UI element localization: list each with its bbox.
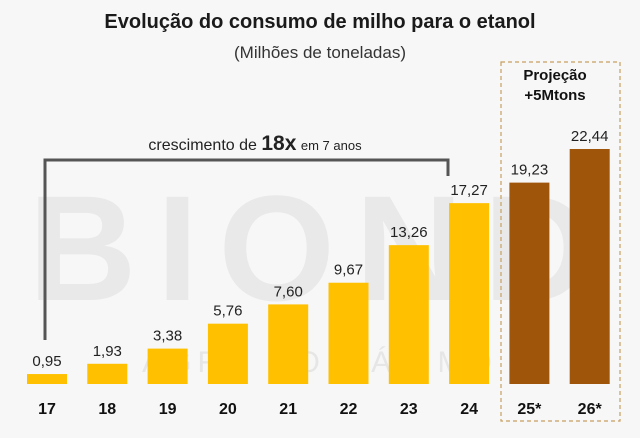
value-label: 22,44 [571,128,609,145]
watermark: BIOND AGRO NO MÁXIMO [28,164,611,379]
growth-annotation: crescimento de 18x em 7 anos [148,132,362,155]
bar-26-projected [569,149,610,384]
bar-17 [27,374,67,384]
x-tick-label: 24 [460,401,478,418]
projection-label: Projeção [523,67,586,84]
projection-box [500,61,621,422]
x-tick-label: 18 [98,401,116,418]
projection-amount-label: +5Mtons [524,87,585,104]
value-label: 0,95 [32,353,61,370]
x-tick-label: 23 [400,401,418,418]
growth-prefix: crescimento de [148,137,257,154]
bars [27,149,610,384]
value-labels: 0,95 1,93 3,38 5,76 7,60 9,67 13,26 17,27 19,23 2… [32,128,608,370]
growth-emphasis: 18x [261,132,296,155]
x-tick-labels: 17 18 19 20 21 22 23 24 25* 26* [38,401,602,418]
x-tick-label: 22 [340,401,358,418]
growth-suffix: em 7 anos [301,138,362,153]
value-label: 13,26 [390,224,428,241]
x-tick-label: 21 [279,401,297,418]
watermark-sub: AGRO NO MÁXIMO [142,346,498,379]
bar-18 [87,363,128,384]
value-label: 9,67 [334,262,363,279]
value-label: 5,76 [213,303,242,320]
value-label: 19,23 [511,162,549,179]
bar-20 [207,323,248,384]
value-label: 1,93 [93,343,122,360]
bar-24 [449,203,490,384]
bar-19 [147,348,188,384]
bar-22 [328,282,369,384]
value-label: 7,60 [274,283,303,300]
x-tick-label: 20 [219,401,237,418]
x-tick-label: 25* [517,401,542,418]
bar-23 [388,245,429,384]
value-label: 17,27 [450,182,488,199]
growth-bracket [43,158,450,340]
watermark-main: BIOND [28,164,611,332]
x-tick-label: 19 [159,401,177,418]
x-tick-label: 17 [38,401,56,418]
bar-21 [268,304,309,384]
x-tick-label: 26* [578,401,603,418]
value-label: 3,38 [153,328,182,345]
chart-title: Evolução do consumo de milho para o etan… [104,11,535,33]
chart-subtitle: (Milhões de toneladas) [234,43,406,62]
bar-25-projected [509,182,550,384]
